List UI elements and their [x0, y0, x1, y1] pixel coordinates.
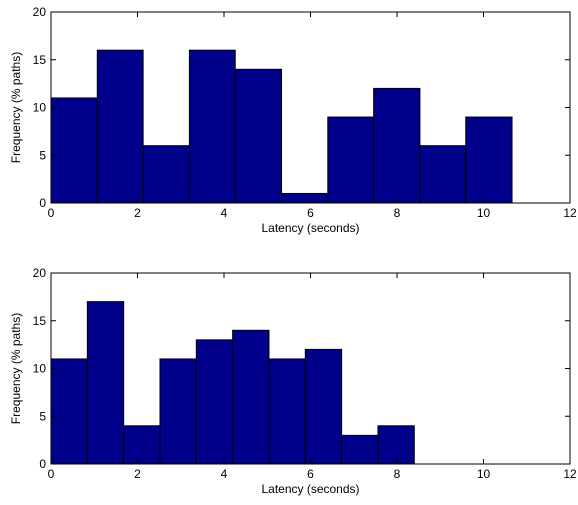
bar — [304, 348, 343, 465]
bar — [86, 301, 125, 465]
bar — [195, 339, 234, 465]
x-tick-label: 0 — [48, 467, 55, 481]
y-tick-label: 15 — [33, 53, 47, 67]
x-tick-label: 4 — [221, 206, 228, 220]
y-tick-label: 5 — [39, 409, 46, 423]
bar — [159, 358, 197, 465]
bar — [234, 68, 283, 204]
y-axis-label: Frequency (% paths) — [9, 52, 23, 163]
x-tick-label: 2 — [134, 467, 141, 481]
x-tick-label: 6 — [307, 467, 314, 481]
y-tick-label: 10 — [33, 101, 47, 115]
x-tick-label: 10 — [477, 206, 491, 220]
x-tick-label: 8 — [394, 206, 401, 220]
x-tick-label: 8 — [394, 467, 401, 481]
y-tick-label: 0 — [39, 457, 46, 471]
x-axis-label: Latency (seconds) — [261, 482, 359, 496]
bar — [341, 434, 379, 465]
x-tick-label: 12 — [563, 467, 577, 481]
x-tick-label: 10 — [477, 467, 491, 481]
bar — [373, 87, 421, 204]
bar — [281, 192, 329, 204]
x-tick-label: 0 — [48, 206, 55, 220]
x-tick-label: 6 — [307, 206, 314, 220]
y-tick-label: 20 — [33, 5, 47, 19]
bar — [377, 425, 415, 465]
bar — [123, 425, 161, 465]
bar — [142, 145, 190, 204]
x-tick-label: 4 — [221, 467, 228, 481]
bar — [465, 116, 513, 204]
y-tick-label: 0 — [39, 196, 46, 210]
bar — [96, 49, 144, 204]
x-tick-label: 2 — [134, 206, 141, 220]
bar — [419, 145, 467, 204]
x-axis-label: Latency (seconds) — [261, 221, 359, 235]
bar — [327, 116, 375, 204]
y-tick-label: 20 — [33, 266, 47, 280]
x-tick-label: 12 — [563, 206, 577, 220]
y-tick-label: 10 — [33, 362, 47, 376]
y-tick-label: 15 — [33, 314, 47, 328]
bar — [188, 49, 236, 204]
bar — [50, 97, 98, 204]
bar — [232, 329, 270, 465]
bar — [50, 358, 88, 465]
y-tick-label: 5 — [39, 148, 46, 162]
y-axis-label: Frequency (% paths) — [9, 313, 23, 424]
bar — [268, 358, 306, 465]
